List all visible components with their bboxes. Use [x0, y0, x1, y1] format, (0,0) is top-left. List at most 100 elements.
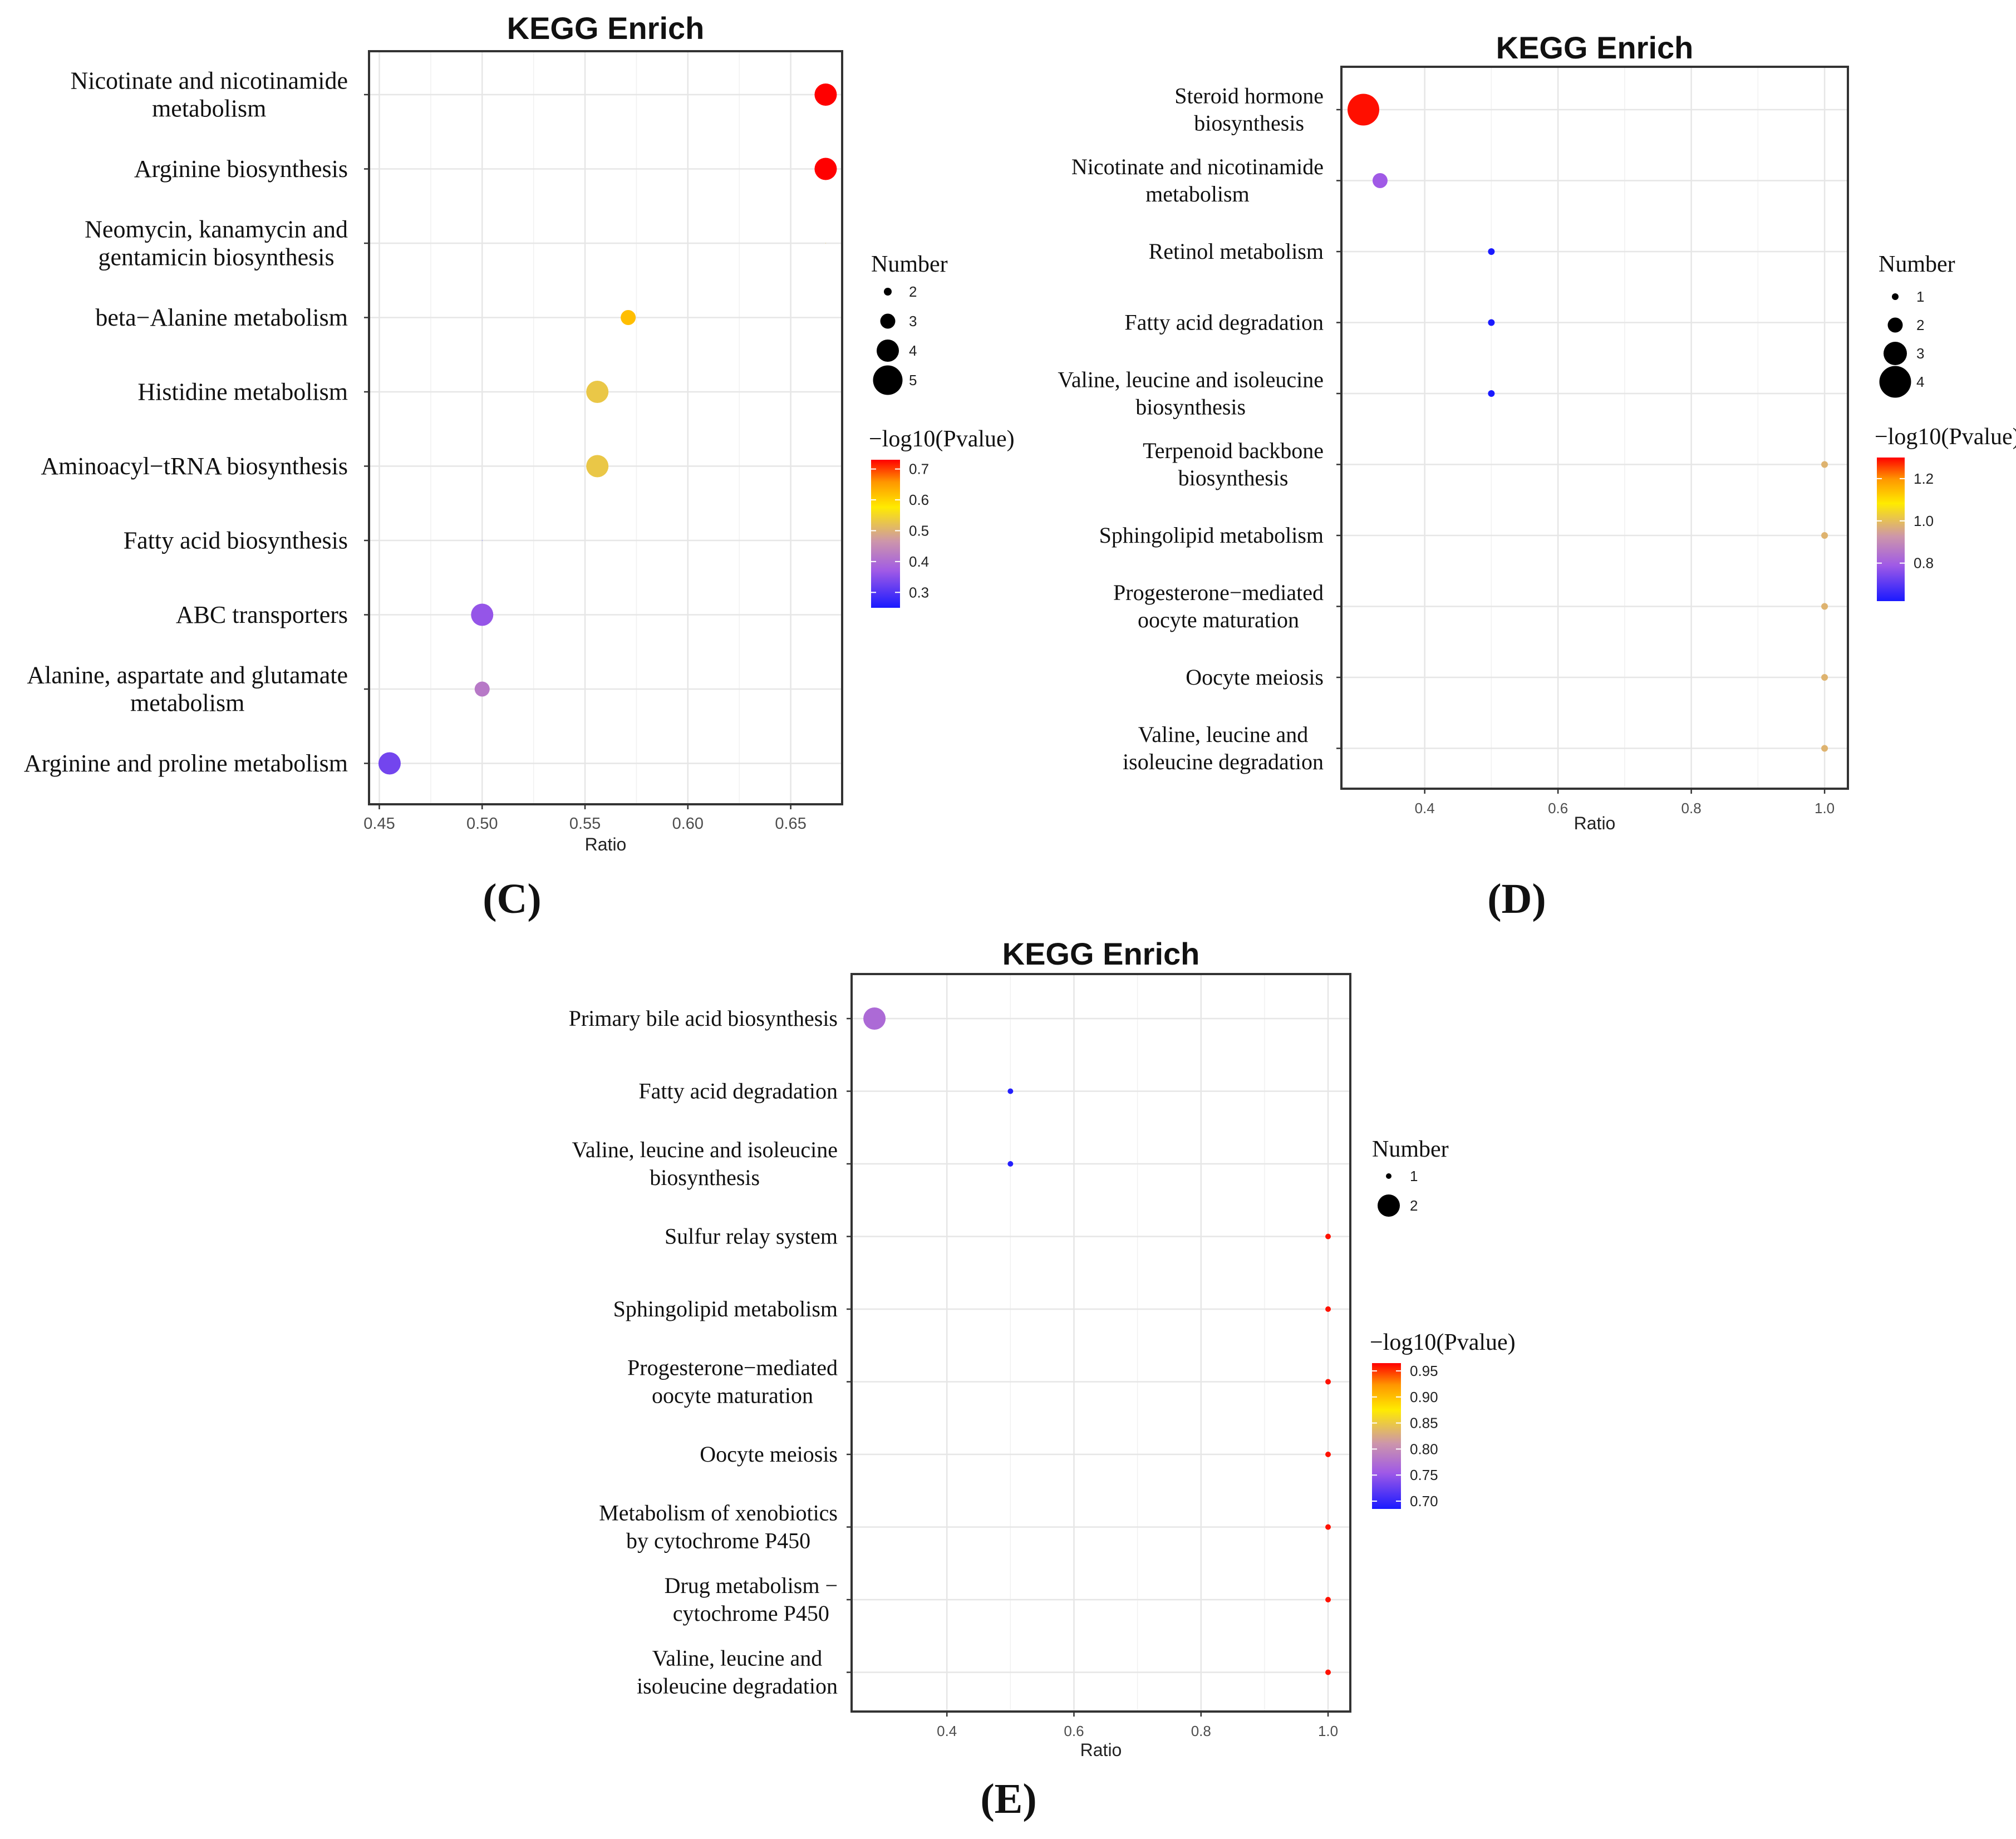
category-label: Sphingolipid metabolism — [613, 1296, 838, 1321]
x-tick-label: 0.65 — [775, 815, 806, 833]
chart-title: KEGG Enrich — [1496, 30, 1694, 65]
x-axis-label: Ratio — [585, 834, 627, 854]
category-label: biosynthesis — [1178, 465, 1289, 490]
category-label: metabolism — [130, 690, 244, 717]
plot-background — [1341, 67, 1848, 789]
category-label: Histidine metabolism — [137, 378, 348, 406]
colorbar-tick-label: 0.3 — [909, 584, 929, 601]
category-label: Valine, leucine and isoleucine — [572, 1137, 838, 1162]
x-tick-label: 0.4 — [1415, 800, 1435, 817]
data-point — [1821, 461, 1828, 468]
category-label: Drug metabolism − — [665, 1573, 838, 1598]
size-legend-label: 1 — [1916, 288, 1924, 305]
size-legend-label: 2 — [909, 283, 917, 300]
x-tick-label: 0.8 — [1681, 800, 1702, 817]
size-legend-label: 3 — [1916, 345, 1924, 362]
data-point — [1325, 1379, 1331, 1385]
size-legend-dot — [1879, 366, 1911, 398]
category-label: Fatty acid biosynthesis — [124, 527, 348, 554]
plot-background — [369, 51, 842, 804]
size-legend-dot — [1884, 342, 1907, 365]
size-legend-title: Number — [1372, 1137, 1449, 1162]
size-legend-label: 1 — [1410, 1168, 1418, 1184]
data-point — [586, 455, 609, 478]
colorbar — [1372, 1363, 1401, 1509]
x-tick-label: 0.8 — [1191, 1723, 1211, 1739]
x-tick-label: 0.60 — [672, 815, 704, 833]
x-tick-label: 0.6 — [1548, 800, 1568, 817]
category-label: gentamicin biosynthesis — [99, 244, 335, 271]
data-point — [825, 243, 826, 244]
category-label: Nicotinate and nicotinamide — [70, 67, 348, 95]
size-legend-dot — [1378, 1194, 1400, 1217]
colorbar-tick-label: 0.80 — [1410, 1440, 1438, 1457]
category-label: Oocyte meiosis — [700, 1442, 838, 1467]
colorbar-tick-label: 0.75 — [1410, 1467, 1438, 1483]
category-label: oocyte maturation — [1138, 607, 1299, 632]
category-label: Progesterone−mediated — [1113, 580, 1324, 605]
category-label: Metabolism of xenobiotics — [599, 1501, 838, 1526]
category-label: oocyte maturation — [652, 1383, 813, 1408]
category-label: isoleucine degradation — [637, 1674, 838, 1699]
colorbar-tick-label: 0.6 — [909, 491, 929, 508]
colorbar — [871, 460, 900, 608]
category-label: Fatty acid degradation — [1124, 310, 1324, 335]
category-label: biosynthesis — [1194, 111, 1304, 136]
category-label: Alanine, aspartate and glutamate — [27, 662, 348, 689]
plot-border — [1340, 66, 1849, 790]
plot-background — [852, 974, 1350, 1712]
category-label: beta−Alanine metabolism — [95, 304, 348, 331]
category-label: Neomycin, kanamycin and — [85, 216, 348, 243]
data-point — [378, 752, 401, 775]
size-legend-title: Number — [871, 252, 948, 277]
data-point — [621, 310, 636, 325]
data-point — [863, 1007, 886, 1030]
data-point — [1325, 1452, 1331, 1457]
category-label: ABC transporters — [176, 601, 348, 628]
plot-border — [368, 50, 843, 805]
colorbar-tick-label: 0.90 — [1410, 1389, 1438, 1405]
category-label: cytochrome P450 — [673, 1601, 829, 1626]
data-point — [471, 603, 494, 626]
data-point — [1325, 1306, 1331, 1312]
size-legend-dot — [884, 288, 892, 296]
data-point — [1372, 173, 1388, 188]
data-point — [1488, 390, 1495, 397]
category-label: Primary bile acid biosynthesis — [569, 1006, 838, 1031]
size-legend-label: 2 — [1410, 1197, 1418, 1214]
category-label: Sphingolipid metabolism — [1099, 523, 1324, 548]
category-label: metabolism — [152, 95, 266, 122]
data-point — [586, 381, 609, 403]
data-point — [1007, 1161, 1014, 1167]
colorbar-tick-label: 0.8 — [1914, 555, 1934, 572]
data-point — [481, 540, 483, 541]
chart-title: KEGG Enrich — [1002, 936, 1200, 971]
data-point — [1821, 745, 1828, 752]
size-legend-label: 4 — [1916, 373, 1924, 390]
colorbar-tick-label: 0.95 — [1410, 1363, 1438, 1379]
x-tick-label: 0.4 — [937, 1723, 957, 1739]
x-tick-label: 0.6 — [1064, 1723, 1084, 1739]
data-point — [1488, 319, 1495, 326]
x-tick-label: 1.0 — [1815, 800, 1835, 817]
category-label: Arginine biosynthesis — [134, 155, 348, 183]
x-axis-label: Ratio — [1574, 813, 1616, 833]
category-label: Sulfur relay system — [665, 1224, 838, 1249]
colorbar-tick-label: 0.7 — [909, 461, 929, 478]
data-point — [1348, 94, 1380, 126]
category-label: isoleucine degradation — [1123, 749, 1324, 774]
colorbar-tick-label: 0.5 — [909, 522, 929, 539]
x-tick-label: 0.50 — [466, 815, 498, 833]
data-point — [1821, 532, 1828, 539]
panel-label: (E) — [980, 1776, 1036, 1822]
chart-panel-e: KEGG Enrich Primary bile acid biosynthesi… — [569, 936, 1516, 1822]
color-legend-title: −log10(Pvalue) — [1370, 1330, 1516, 1355]
data-point — [1821, 603, 1828, 610]
size-legend-dot — [873, 365, 903, 395]
x-tick-label: 0.45 — [363, 815, 395, 833]
color-legend-title: −log10(Pvalue) — [869, 426, 1015, 452]
x-axis-label: Ratio — [1080, 1740, 1122, 1760]
size-legend-title: Number — [1879, 252, 1955, 277]
